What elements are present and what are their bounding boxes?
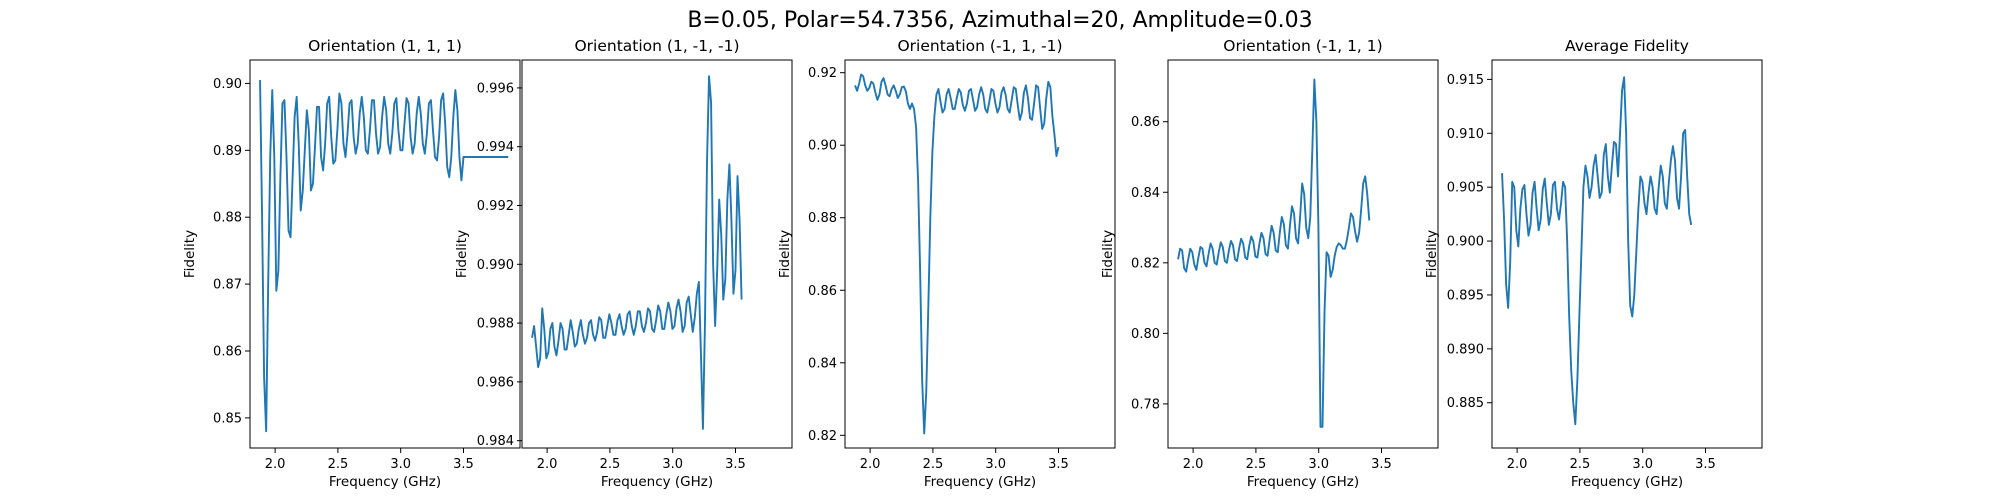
y-tick-label: 0.88: [213, 211, 242, 226]
y-axis-label: Fidelity: [454, 230, 470, 278]
x-tick-label: 3.0: [985, 457, 1006, 472]
x-tick-label: 3.5: [1371, 457, 1392, 472]
subplot-4: Orientation (-1, 1, 1) 2.0 2.5 3.0 3.5 0.78 0.…: [1100, 37, 1439, 490]
y-tick-label: 0.82: [808, 429, 837, 444]
y-tick-label: 0.895: [1447, 288, 1484, 303]
y-tick-label: 0.992: [477, 199, 514, 214]
y-tick-label: 0.84: [1131, 186, 1160, 201]
x-axis-label: Frequency (GHz): [1247, 474, 1359, 490]
x-tick-label: 3.0: [1632, 457, 1653, 472]
x-tick-label: 2.5: [923, 457, 944, 472]
y-tick-label: 0.996: [477, 81, 514, 96]
subplot-panels: Orientation (1, 1, 1) 2.0 2.5 3.0 3.5 0.85 0.8…: [182, 37, 1763, 490]
series-line: [854, 73, 1060, 435]
subplot-title: Orientation (1, -1, -1): [574, 37, 739, 55]
y-axis-label: Fidelity: [1100, 230, 1116, 278]
y-tick-label: 0.82: [1131, 256, 1160, 271]
y-tick-label: 0.88: [808, 211, 837, 226]
x-tick-label: 2.5: [1246, 457, 1267, 472]
subplot-title: Orientation (-1, 1, 1): [1223, 37, 1382, 55]
y-tick-label: 0.92: [808, 66, 837, 81]
series-line: [1177, 78, 1371, 428]
x-tick-label: 3.5: [725, 457, 746, 472]
subplot-3: Orientation (-1, 1, -1) 2.0 2.5 3.0 3.5 0.82 0…: [777, 37, 1116, 490]
subplot-1: Orientation (1, 1, 1) 2.0 2.5 3.0 3.5 0.85 0.8…: [182, 37, 521, 490]
y-tick-label: 0.890: [1447, 342, 1484, 357]
x-tick-label: 3.5: [1695, 457, 1716, 472]
series-line: [1501, 76, 1693, 426]
x-tick-label: 3.0: [390, 457, 411, 472]
y-tick-label: 0.990: [477, 258, 514, 273]
y-tick-label: 0.994: [477, 140, 514, 155]
x-tick-label: 2.5: [1570, 457, 1591, 472]
x-tick-label: 2.0: [265, 457, 286, 472]
axes-frame: [844, 59, 1116, 449]
y-axis-label: Fidelity: [777, 230, 793, 278]
subplot-2: Orientation (1, -1, -1)2.0 2.5 3.0 3.50.984…: [454, 37, 793, 490]
axes-frame: [1167, 59, 1439, 449]
x-tick-label: 2.0: [860, 457, 881, 472]
subplot-title: Orientation (-1, 1, -1): [897, 37, 1062, 55]
y-tick-label: 0.988: [477, 317, 514, 332]
y-tick-label: 0.915: [1447, 73, 1484, 88]
y-axis-label: Fidelity: [182, 230, 198, 278]
y-tick-label: 0.885: [1447, 396, 1484, 411]
x-axis-label: Frequency (GHz): [1571, 474, 1683, 490]
y-tick-label: 0.905: [1447, 181, 1484, 196]
x-axis-label: Frequency (GHz): [329, 474, 441, 490]
x-tick-label: 3.0: [1308, 457, 1329, 472]
x-tick-label: 2.0: [537, 457, 558, 472]
subplot-5: Average Fidelity 2.0 2.5 3.0 3.5 0.885 0.890 0.…: [1424, 37, 1763, 490]
series-line: [259, 80, 509, 433]
y-tick-label: 0.84: [808, 356, 837, 371]
x-axis-label: Frequency (GHz): [924, 474, 1036, 490]
y-tick-label: 0.87: [213, 278, 242, 293]
x-tick-label: 2.0: [1183, 457, 1204, 472]
x-tick-label: 2.0: [1507, 457, 1528, 472]
x-tick-label: 2.5: [328, 457, 349, 472]
series-line: [531, 75, 743, 430]
x-tick-label: 3.5: [1048, 457, 1069, 472]
axes-frame: [249, 59, 521, 449]
y-tick-label: 0.80: [1131, 327, 1160, 342]
axes-frame: [1491, 59, 1763, 449]
figure-suptitle: B=0.05, Polar=54.7356, Azimuthal=20, Amp…: [687, 8, 1312, 33]
y-tick-label: 0.86: [808, 284, 837, 299]
y-tick-label: 0.86: [1131, 115, 1160, 130]
subplot-title: Average Fidelity: [1565, 37, 1689, 55]
subplot-title: Orientation (1, 1, 1): [308, 37, 462, 55]
x-axis-label: Frequency (GHz): [601, 474, 713, 490]
axes-frame: [521, 59, 793, 449]
y-tick-label: 0.86: [213, 345, 242, 360]
y-tick-label: 0.78: [1131, 397, 1160, 412]
x-tick-label: 2.5: [600, 457, 621, 472]
y-tick-label: 0.984: [477, 434, 514, 449]
y-axis-label: Fidelity: [1424, 230, 1440, 278]
y-tick-label: 0.986: [477, 375, 514, 390]
y-tick-label: 0.90: [213, 77, 242, 92]
y-tick-label: 0.900: [1447, 235, 1484, 250]
y-tick-label: 0.85: [213, 411, 242, 426]
x-tick-label: 3.5: [453, 457, 474, 472]
y-tick-label: 0.910: [1447, 127, 1484, 142]
y-tick-label: 0.89: [213, 144, 242, 159]
y-tick-label: 0.90: [808, 139, 837, 154]
x-tick-label: 3.0: [662, 457, 683, 472]
